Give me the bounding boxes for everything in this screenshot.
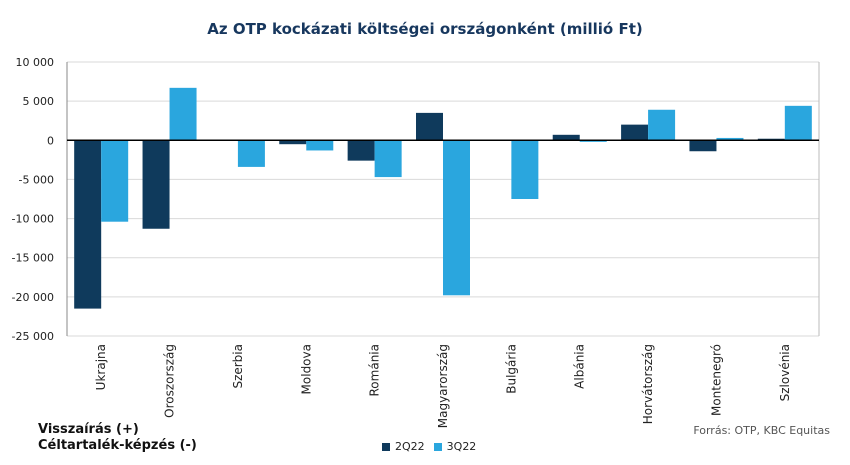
bar-3q22-1 — [169, 87, 197, 141]
legend-swatch-2q22 — [382, 442, 390, 451]
bar-2q22-3 — [279, 140, 307, 145]
y-tick-label: 0 — [47, 134, 54, 147]
bar-3q22-6 — [511, 140, 539, 199]
bar-3q22-5 — [443, 140, 470, 296]
y-tick-label: -5 000 — [19, 173, 54, 186]
bar-2q22-4 — [347, 140, 375, 161]
x-tick-label: Ukrajna — [94, 344, 108, 390]
bar-3q22-8 — [648, 109, 676, 141]
y-tick-label: -25 000 — [12, 330, 54, 343]
tick-labels: 10 000 5 000 0 -5 000 -10 000 -15 000 -20 000 -… — [12, 56, 792, 428]
bar-2q22-5 — [416, 112, 443, 141]
x-tick-label: Románia — [368, 344, 382, 396]
x-tick-label: Montenegró — [709, 344, 723, 416]
x-tick-label: Horvátország — [641, 344, 655, 424]
y-tick-label: -20 000 — [12, 291, 54, 304]
bar-3q22-0 — [101, 140, 129, 222]
x-tick-label: Moldova — [299, 344, 313, 394]
x-tick-label: Bulgária — [504, 344, 518, 394]
y-tick-label: -10 000 — [12, 213, 54, 226]
bar-3q22-7 — [579, 140, 607, 142]
source-note: Forrás: OTP, KBC Equitas — [693, 424, 830, 437]
x-tick-label: Oroszország — [163, 344, 177, 418]
x-tick-label: Albánia — [573, 344, 587, 389]
bar-3q22-10 — [784, 105, 812, 141]
bar-3q22-9 — [716, 137, 744, 141]
legend-label-2q22: 2Q22 — [395, 440, 425, 453]
x-tick-label: Szerbia — [231, 344, 245, 389]
bars — [74, 87, 812, 309]
bar-3q22-2 — [237, 140, 265, 167]
x-tick-label: Szlovénia — [778, 344, 792, 401]
y-tick-label: 10 000 — [16, 56, 55, 69]
y-tick-label: -15 000 — [12, 252, 54, 265]
bar-2q22-1 — [142, 140, 170, 229]
bar-2q22-0 — [74, 140, 102, 309]
bar-2q22-7 — [552, 134, 580, 141]
bar-3q22-4 — [374, 140, 402, 178]
y-tick-label: 5 000 — [23, 95, 55, 108]
axes — [66, 62, 820, 336]
legend: 2Q22 3Q22 — [382, 440, 476, 453]
bar-2q22-9 — [689, 140, 717, 152]
legend-swatch-3q22 — [433, 442, 442, 451]
note-visszairas: Visszaírás (+) — [38, 422, 139, 437]
x-tick-label: Magyarország — [436, 344, 450, 428]
legend-label-3q22: 3Q22 — [446, 440, 477, 453]
bar-3q22-3 — [306, 140, 334, 151]
note-celtartalek: Céltartalék-képzés (-) — [38, 438, 197, 453]
bar-2q22-10 — [757, 138, 785, 141]
bar-2q22-8 — [621, 124, 649, 141]
chart-title: Az OTP kockázati költségei országonként … — [207, 20, 643, 38]
